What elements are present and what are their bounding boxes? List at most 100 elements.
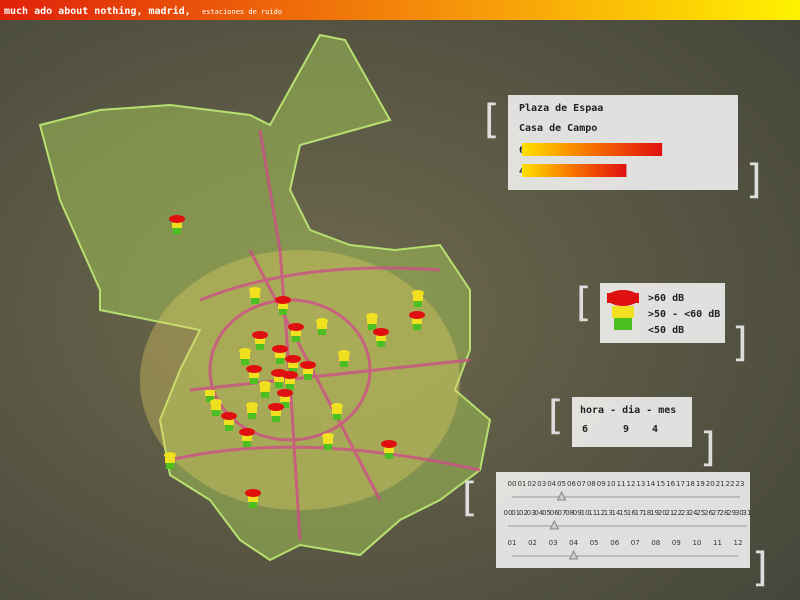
station-marker[interactable] [245, 489, 261, 508]
station-marker[interactable] [409, 311, 425, 330]
stations [164, 215, 425, 508]
slider-handle[interactable] [568, 549, 579, 560]
marker-low [248, 413, 256, 419]
slider-label: 04 [547, 480, 556, 488]
slider-label: 14 [611, 509, 620, 517]
marker-low [272, 416, 280, 422]
slider-label: 05 [590, 539, 599, 547]
marker-top [277, 389, 293, 397]
station-marker[interactable] [239, 428, 255, 447]
station-marker[interactable] [282, 371, 298, 390]
slider-label: 18 [686, 480, 695, 488]
slider-handle[interactable] [556, 490, 567, 501]
slider-label: 19 [696, 480, 705, 488]
marker-mid [260, 386, 270, 392]
slider-label: 22 [673, 509, 682, 517]
station-marker[interactable] [246, 402, 258, 419]
slider-label: 16 [627, 509, 636, 517]
station-marker[interactable] [322, 433, 334, 450]
station-marker[interactable] [373, 328, 389, 347]
marker-top [246, 365, 262, 373]
station-marker[interactable] [246, 365, 262, 384]
station-marker[interactable] [169, 215, 185, 234]
slider-label: 00 [508, 480, 517, 488]
station-marker[interactable] [316, 318, 328, 335]
station-marker[interactable] [210, 399, 222, 416]
station-marker[interactable] [288, 323, 304, 342]
marker-top [300, 361, 316, 369]
marker-low [286, 384, 294, 390]
marker-low [281, 402, 289, 408]
station-marker[interactable] [277, 389, 293, 408]
station-marker[interactable] [164, 452, 176, 469]
slider-label: 01 [508, 539, 517, 547]
slider-panel [496, 472, 750, 568]
slider-label: 11 [713, 539, 722, 547]
bracket: [ [548, 393, 564, 439]
slider-label: 30 [735, 509, 744, 517]
station-marker[interactable] [366, 313, 378, 330]
bracket: [ [462, 475, 478, 521]
station-marker[interactable] [381, 440, 397, 459]
slider-label: 05 [542, 509, 551, 517]
marker-low [413, 324, 421, 330]
marker-mid [247, 407, 257, 413]
station-marker[interactable] [239, 348, 251, 365]
marker-top [409, 311, 425, 319]
bracket: [ [576, 280, 592, 326]
slider-label: 08 [587, 480, 596, 488]
slider-label: 20 [658, 509, 667, 517]
marker-low [212, 410, 220, 416]
slider-label: 01 [517, 480, 526, 488]
bracket: ] [700, 425, 716, 471]
station-marker[interactable] [412, 290, 424, 307]
marker-top [239, 428, 255, 436]
station-marker[interactable] [221, 412, 237, 431]
slider-label: 05 [557, 480, 566, 488]
city-boundary[interactable] [38, 33, 492, 562]
marker-top [282, 371, 298, 379]
station-marker[interactable] [331, 403, 343, 420]
marker-mid [250, 292, 260, 298]
marker-low [289, 368, 297, 374]
station-marker[interactable] [300, 361, 316, 380]
legend-item: >50 - <60 dB [648, 309, 720, 320]
marker-low [250, 378, 258, 384]
marker-mid [249, 372, 259, 378]
marker-mid [271, 410, 281, 416]
marker-mid [384, 447, 394, 453]
slider-label: 28 [719, 509, 728, 517]
slider-handle[interactable] [549, 519, 560, 530]
marker-mid [332, 408, 342, 414]
station-marker[interactable] [275, 296, 291, 315]
header-subtitle: estaciones de ruido [202, 8, 282, 16]
marker-top [164, 452, 176, 458]
slider-label: 12 [734, 539, 743, 547]
marker-low [377, 341, 385, 347]
marker-top [381, 440, 397, 448]
station-marker[interactable] [205, 390, 215, 402]
marker-top [268, 403, 284, 411]
station-marker[interactable] [249, 287, 261, 304]
slider-label: 09 [573, 509, 582, 517]
marker-top [221, 412, 237, 420]
station-marker[interactable] [338, 350, 350, 367]
station-marker[interactable] [268, 403, 284, 422]
slider-label: 23 [736, 480, 745, 488]
slider-label: 09 [672, 539, 681, 547]
station-marker[interactable] [259, 381, 271, 398]
slider-label: 02 [527, 480, 536, 488]
station-marker[interactable] [272, 345, 288, 364]
marker-top [316, 318, 328, 324]
marker-mid [224, 419, 234, 425]
marker-mid [211, 404, 221, 410]
slider-label: 15 [656, 480, 665, 488]
marker-top [210, 399, 222, 405]
slider-label: 17 [676, 480, 685, 488]
marker-mid [303, 368, 313, 374]
station-marker[interactable] [285, 355, 301, 374]
station-marker[interactable] [252, 331, 268, 350]
marker-mid [242, 435, 252, 441]
slider-label: 13 [636, 480, 645, 488]
